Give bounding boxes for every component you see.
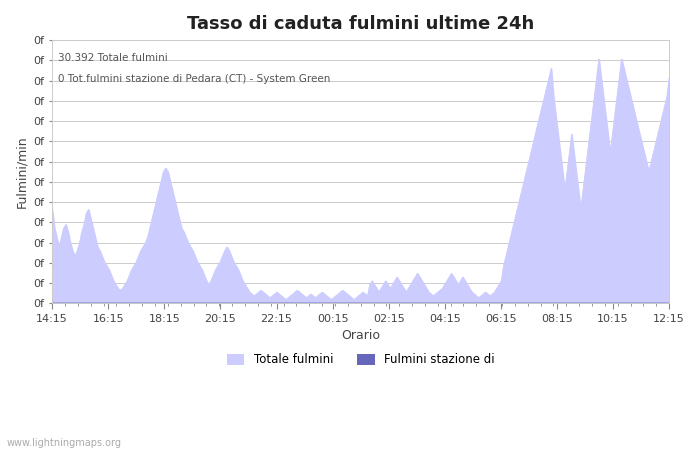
Text: www.lightningmaps.org: www.lightningmaps.org	[7, 438, 122, 448]
Text: 0 Tot.fulmini stazione di Pedara (CT) - System Green: 0 Tot.fulmini stazione di Pedara (CT) - …	[58, 74, 330, 84]
Legend: Totale fulmini, Fulmini stazione di: Totale fulmini, Fulmini stazione di	[222, 349, 499, 371]
Y-axis label: Fulmini/min: Fulmini/min	[15, 135, 28, 208]
X-axis label: Orario: Orario	[341, 329, 380, 342]
Text: 30.392 Totale fulmini: 30.392 Totale fulmini	[58, 53, 168, 63]
Title: Tasso di caduta fulmini ultime 24h: Tasso di caduta fulmini ultime 24h	[187, 15, 534, 33]
